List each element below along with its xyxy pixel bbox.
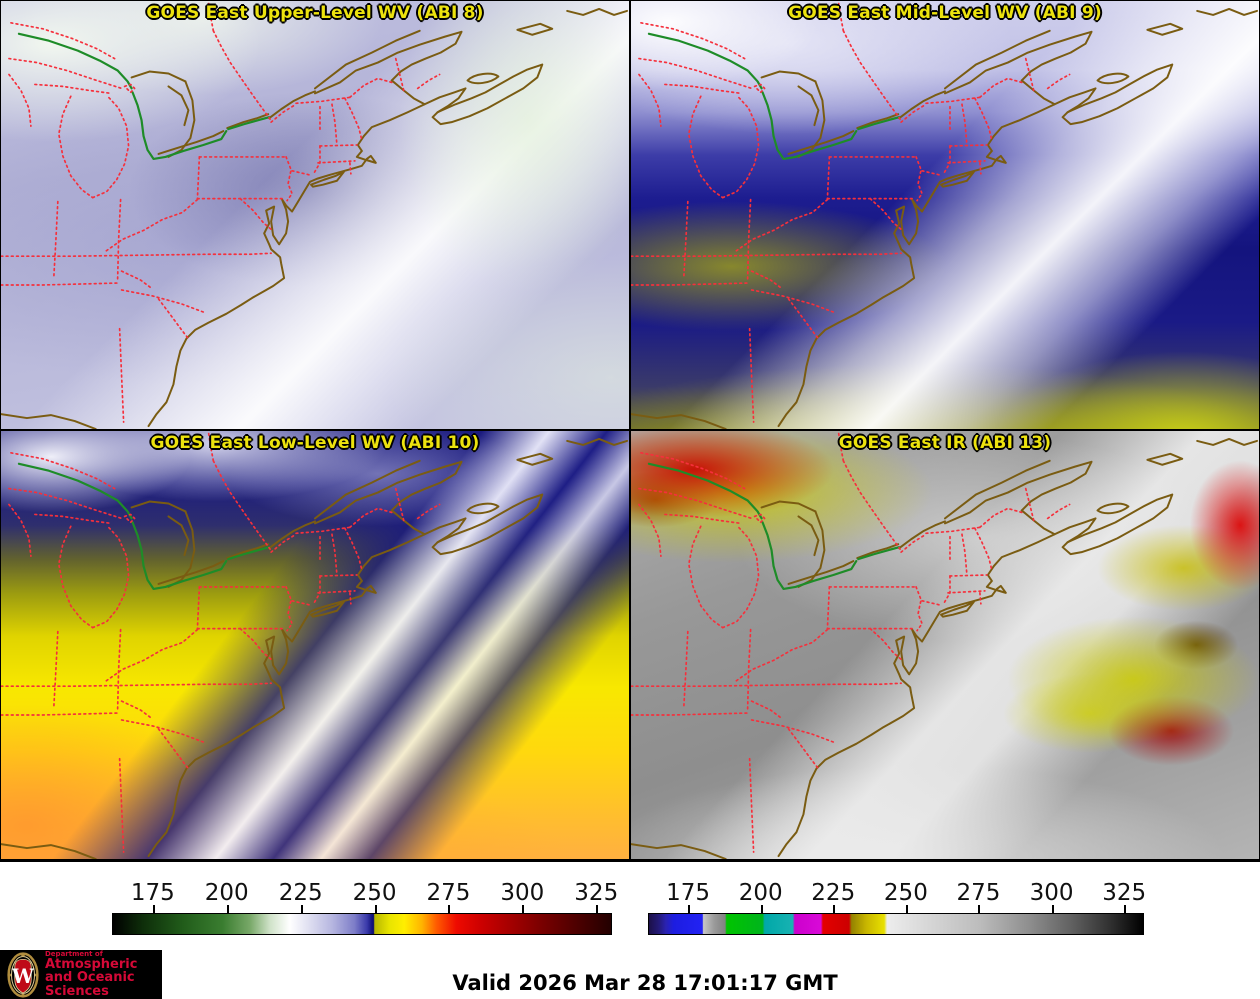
logo-dept-line: Department of [45,950,103,959]
colorbar-tick [978,905,981,914]
colorbar-tick-label: 275 [426,880,471,906]
colorbar-tick-label: 200 [204,880,249,906]
colorbar-tick [1051,905,1054,914]
valid-time-text: Valid 2026 Mar 28 17:01:17 GMT [452,971,838,995]
colorbar-tick-label: 325 [1102,880,1147,906]
colorbar-tick-label: 275 [956,880,1001,906]
colorbar-tick [226,905,229,914]
uw-aos-logo: W Department of Atmospheric and Oceanic … [0,950,162,999]
panel-low-level-wv: GOES East Low-Level WV (ABI 10) [1,431,629,859]
colorbar-tick-label: 225 [278,880,323,906]
colorbar-tick [833,905,836,914]
colorbar-tick-label: 200 [738,880,783,906]
ir-colorbar: 175 200 225 250 275 300 325 [648,880,1146,935]
colorbar-tick-label: 175 [666,880,710,906]
colorbar-tick-label: 325 [574,880,619,906]
colorbar-tick [596,905,599,914]
satellite-image-grid: GOES East Upper-Level WV (ABI 8) GOES Ea… [0,0,1260,862]
colorbar-tick [905,905,908,914]
panel-ir: GOES East IR (ABI 13) [631,431,1259,859]
colorbar-tick [374,905,377,914]
uw-crest-icon: W [7,951,39,998]
colorbar-tick-label: 250 [883,880,928,906]
colorbar-tick [760,905,763,914]
colorbar-tick [688,905,691,914]
basemap-overlay [631,1,1259,429]
colorbar-tick-label: 300 [1029,880,1074,906]
colorbar-tick [300,905,303,914]
logo-name-line2: and Oceanic Sciences [45,970,135,999]
panel-title: GOES East Low-Level WV (ABI 10) [150,433,480,453]
colorbar-tick [522,905,525,914]
colorbar-tick [1124,905,1127,914]
panel-title: GOES East Mid-Level WV (ABI 9) [788,3,1102,23]
colorbar-tick-label: 175 [130,880,175,906]
basemap-overlay [1,431,629,859]
colorbar-tick-label: 225 [811,880,856,906]
colorbar-tick-label: 250 [352,880,397,906]
panel-title: GOES East Upper-Level WV (ABI 8) [146,3,484,23]
panel-upper-level-wv: GOES East Upper-Level WV (ABI 8) [1,1,629,429]
basemap-overlay [631,431,1259,859]
logo-name-line1: Atmospheric [45,957,138,973]
panel-mid-level-wv: GOES East Mid-Level WV (ABI 9) [631,1,1259,429]
panel-title: GOES East IR (ABI 13) [838,433,1052,453]
basemap-overlay [1,1,629,429]
crest-w-letter: W [11,964,35,988]
logo-text: Department of Atmospheric and Oceanic Sc… [45,950,162,999]
wv-colorbar: 175 200 225 250 275 300 325 [112,880,618,935]
colorbar-tick [448,905,451,914]
colorbar-tick-label: 300 [500,880,545,906]
colorbar-tick [152,905,155,914]
